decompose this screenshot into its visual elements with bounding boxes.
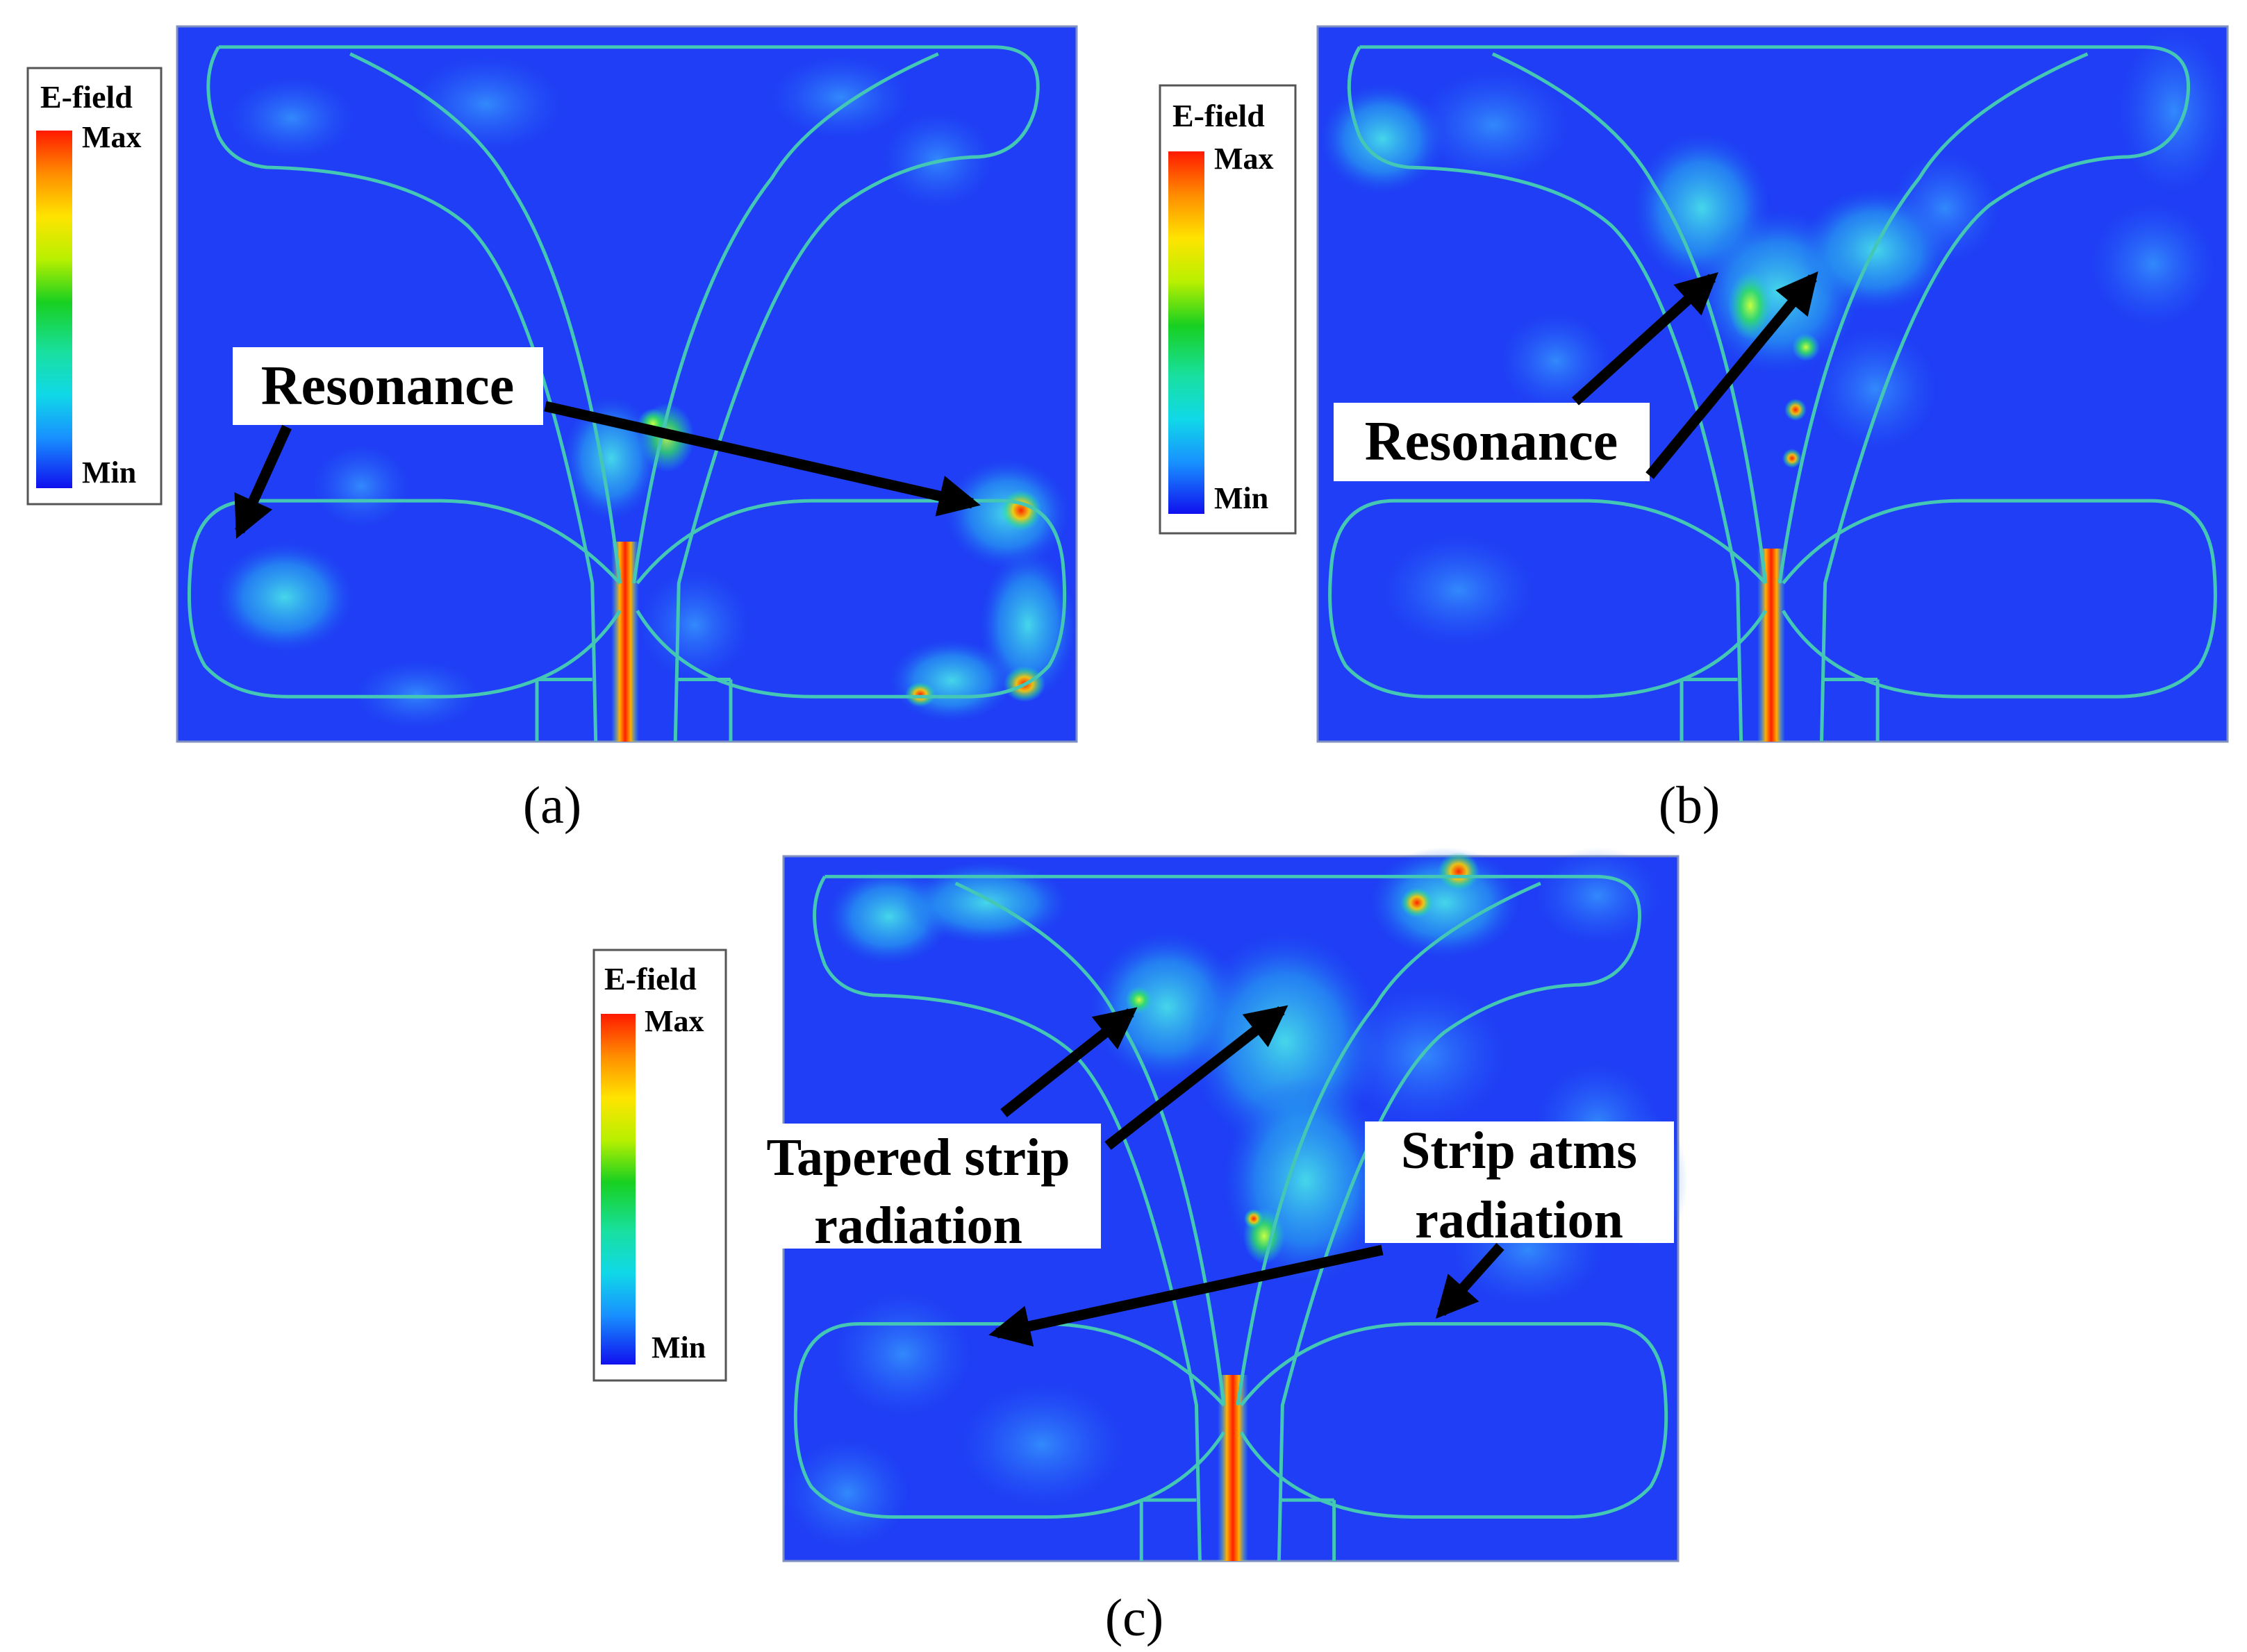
- panel-c-annotation-strip-arms: Strip atms radiation: [988, 1121, 1674, 1347]
- legend-max-label: Max: [82, 120, 142, 154]
- legend-title: E-field: [1172, 98, 1265, 133]
- arrow: [1000, 1007, 1138, 1117]
- arrow: [1104, 1005, 1288, 1150]
- legend-max-label: Max: [645, 1004, 704, 1038]
- panel-c-caption: (c): [1105, 1589, 1163, 1647]
- annotation-label-line1: Strip atms: [1401, 1121, 1637, 1180]
- annotation-label: Resonance: [261, 356, 514, 417]
- arrow: [988, 1244, 1384, 1347]
- arrow: [234, 424, 292, 539]
- legend-max-label: Max: [1214, 142, 1274, 176]
- legend-min-label: Min: [82, 456, 136, 490]
- arrow: [1435, 1242, 1504, 1319]
- panel-a-field-plot: [176, 25, 1078, 742]
- panel-a-legend: E-field Max Min: [26, 67, 163, 506]
- panel-b-legend: E-field Max Min: [1159, 84, 1297, 535]
- annotation-label: Resonance: [1365, 411, 1618, 472]
- annotation-label-line2: radiation: [1415, 1191, 1623, 1249]
- panel-b-field-plot: [1316, 25, 2230, 742]
- legend-min-label: Min: [652, 1330, 706, 1365]
- arrow: [1571, 272, 1718, 406]
- panel-c-annotation-tapered-strip: Tapered strip radiation: [747, 1005, 1288, 1255]
- panel-b-annotation-resonance: Resonance: [1334, 271, 1818, 481]
- legend-title: E-field: [40, 79, 133, 115]
- arrow: [544, 401, 981, 517]
- annotation-label-line2: radiation: [814, 1196, 1022, 1255]
- panel-a-caption: (a): [523, 776, 581, 835]
- legend-title: E-field: [604, 961, 697, 996]
- legend-min-label: Min: [1214, 481, 1268, 515]
- panel-c: E-field Max Min Tapered strip radiation …: [592, 847, 1688, 1647]
- panel-b-caption: (b): [1659, 776, 1721, 835]
- legend-colorbar: [36, 131, 72, 488]
- legend-colorbar: [601, 1014, 636, 1365]
- arrow: [1645, 271, 1818, 479]
- panel-a: E-field Max Min Resonance (a): [26, 25, 1078, 835]
- panel-b: E-field Max Min Resonance (b): [1159, 25, 2230, 835]
- legend-colorbar: [1168, 151, 1204, 514]
- panel-a-annotation-resonance: Resonance: [233, 347, 981, 539]
- annotation-label-line1: Tapered strip: [766, 1128, 1070, 1187]
- panel-c-legend: E-field Max Min: [592, 949, 727, 1382]
